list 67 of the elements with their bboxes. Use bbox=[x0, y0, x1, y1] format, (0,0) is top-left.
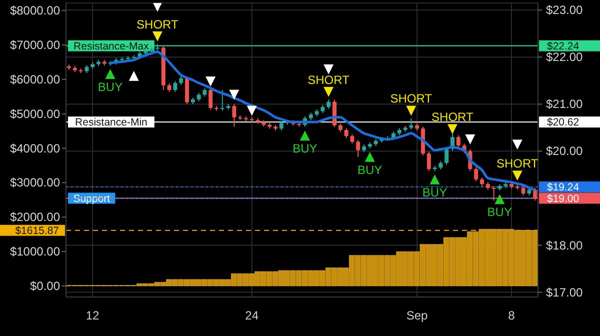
ref-line-label: Resistance-Max bbox=[74, 40, 150, 52]
x-tick-label: Sep bbox=[406, 308, 428, 323]
candlestick bbox=[350, 134, 354, 144]
y-tick-label: $6000.00 bbox=[10, 72, 60, 86]
y-tick-label: $2000.00 bbox=[10, 210, 60, 224]
text: BUY bbox=[98, 80, 123, 94]
y2-tick-label: $19.24 bbox=[547, 182, 580, 194]
x-tick-label: 12 bbox=[86, 308, 100, 323]
text: SHORT bbox=[390, 92, 432, 106]
text: BUY bbox=[487, 205, 512, 220]
y-tick-label: $8000.00 bbox=[10, 4, 60, 18]
y2-tick-label: $21.00 bbox=[546, 97, 584, 112]
candlestick bbox=[326, 98, 331, 110]
candlestick bbox=[426, 151, 431, 172]
y2-tick-label: $20.62 bbox=[547, 116, 580, 129]
point bbox=[324, 64, 334, 74]
candlestick bbox=[344, 128, 348, 139]
point bbox=[206, 76, 216, 87]
y2-tick-label: $22.00 bbox=[546, 50, 584, 64]
point bbox=[300, 130, 310, 141]
candlestick bbox=[279, 120, 284, 131]
y2-tick-label: $23.00 bbox=[546, 3, 584, 18]
point bbox=[494, 194, 505, 204]
ref-line-label: Resistance-Min bbox=[75, 116, 148, 129]
x-tick-label: 24 bbox=[245, 308, 259, 323]
candlestick bbox=[521, 185, 526, 196]
point bbox=[246, 106, 257, 116]
y2-tick-label: $20.00 bbox=[546, 144, 584, 158]
point bbox=[152, 31, 162, 42]
x-tick-label: 8 bbox=[508, 308, 516, 323]
y2-tick-label: $18.00 bbox=[546, 238, 584, 252]
candlestick bbox=[456, 134, 460, 148]
text: SHORT bbox=[496, 156, 538, 171]
point bbox=[105, 69, 116, 80]
y-tick-label: $1000.00 bbox=[10, 244, 60, 259]
point bbox=[512, 170, 522, 181]
series-label: SHORT bbox=[136, 17, 180, 32]
point bbox=[465, 134, 476, 144]
candlestick bbox=[474, 166, 478, 182]
point bbox=[324, 86, 334, 97]
point bbox=[430, 174, 440, 184]
candlestick bbox=[220, 90, 224, 112]
point bbox=[447, 124, 458, 134]
ref-line-label: Support bbox=[73, 192, 110, 205]
y-tick-label: $0.00 bbox=[30, 278, 60, 293]
text: BUY bbox=[358, 162, 382, 177]
point bbox=[364, 152, 375, 162]
text: BUY bbox=[422, 185, 448, 200]
text: SHORT bbox=[308, 72, 350, 87]
point bbox=[128, 70, 139, 81]
y-tick-label: $1615.87 bbox=[15, 224, 60, 237]
point bbox=[406, 106, 416, 116]
candlestick bbox=[232, 104, 236, 128]
y-tick-label: $5000.00 bbox=[10, 106, 60, 121]
candlestick bbox=[356, 139, 360, 158]
y2-tick-label: $22.24 bbox=[547, 40, 580, 52]
y2-tick-label: $17.00 bbox=[546, 285, 584, 300]
y-tick-label: $4000.00 bbox=[10, 141, 60, 156]
y-tick-label: $3000.00 bbox=[10, 176, 60, 190]
series-label: BUY bbox=[292, 142, 318, 156]
y2-tick-label: $19.00 bbox=[547, 192, 580, 205]
point bbox=[229, 90, 240, 100]
candlestick bbox=[173, 80, 178, 92]
candlestick bbox=[208, 88, 213, 110]
text: SHORT bbox=[432, 110, 474, 124]
point bbox=[512, 140, 522, 150]
y-tick-label: $7000.00 bbox=[10, 38, 60, 52]
